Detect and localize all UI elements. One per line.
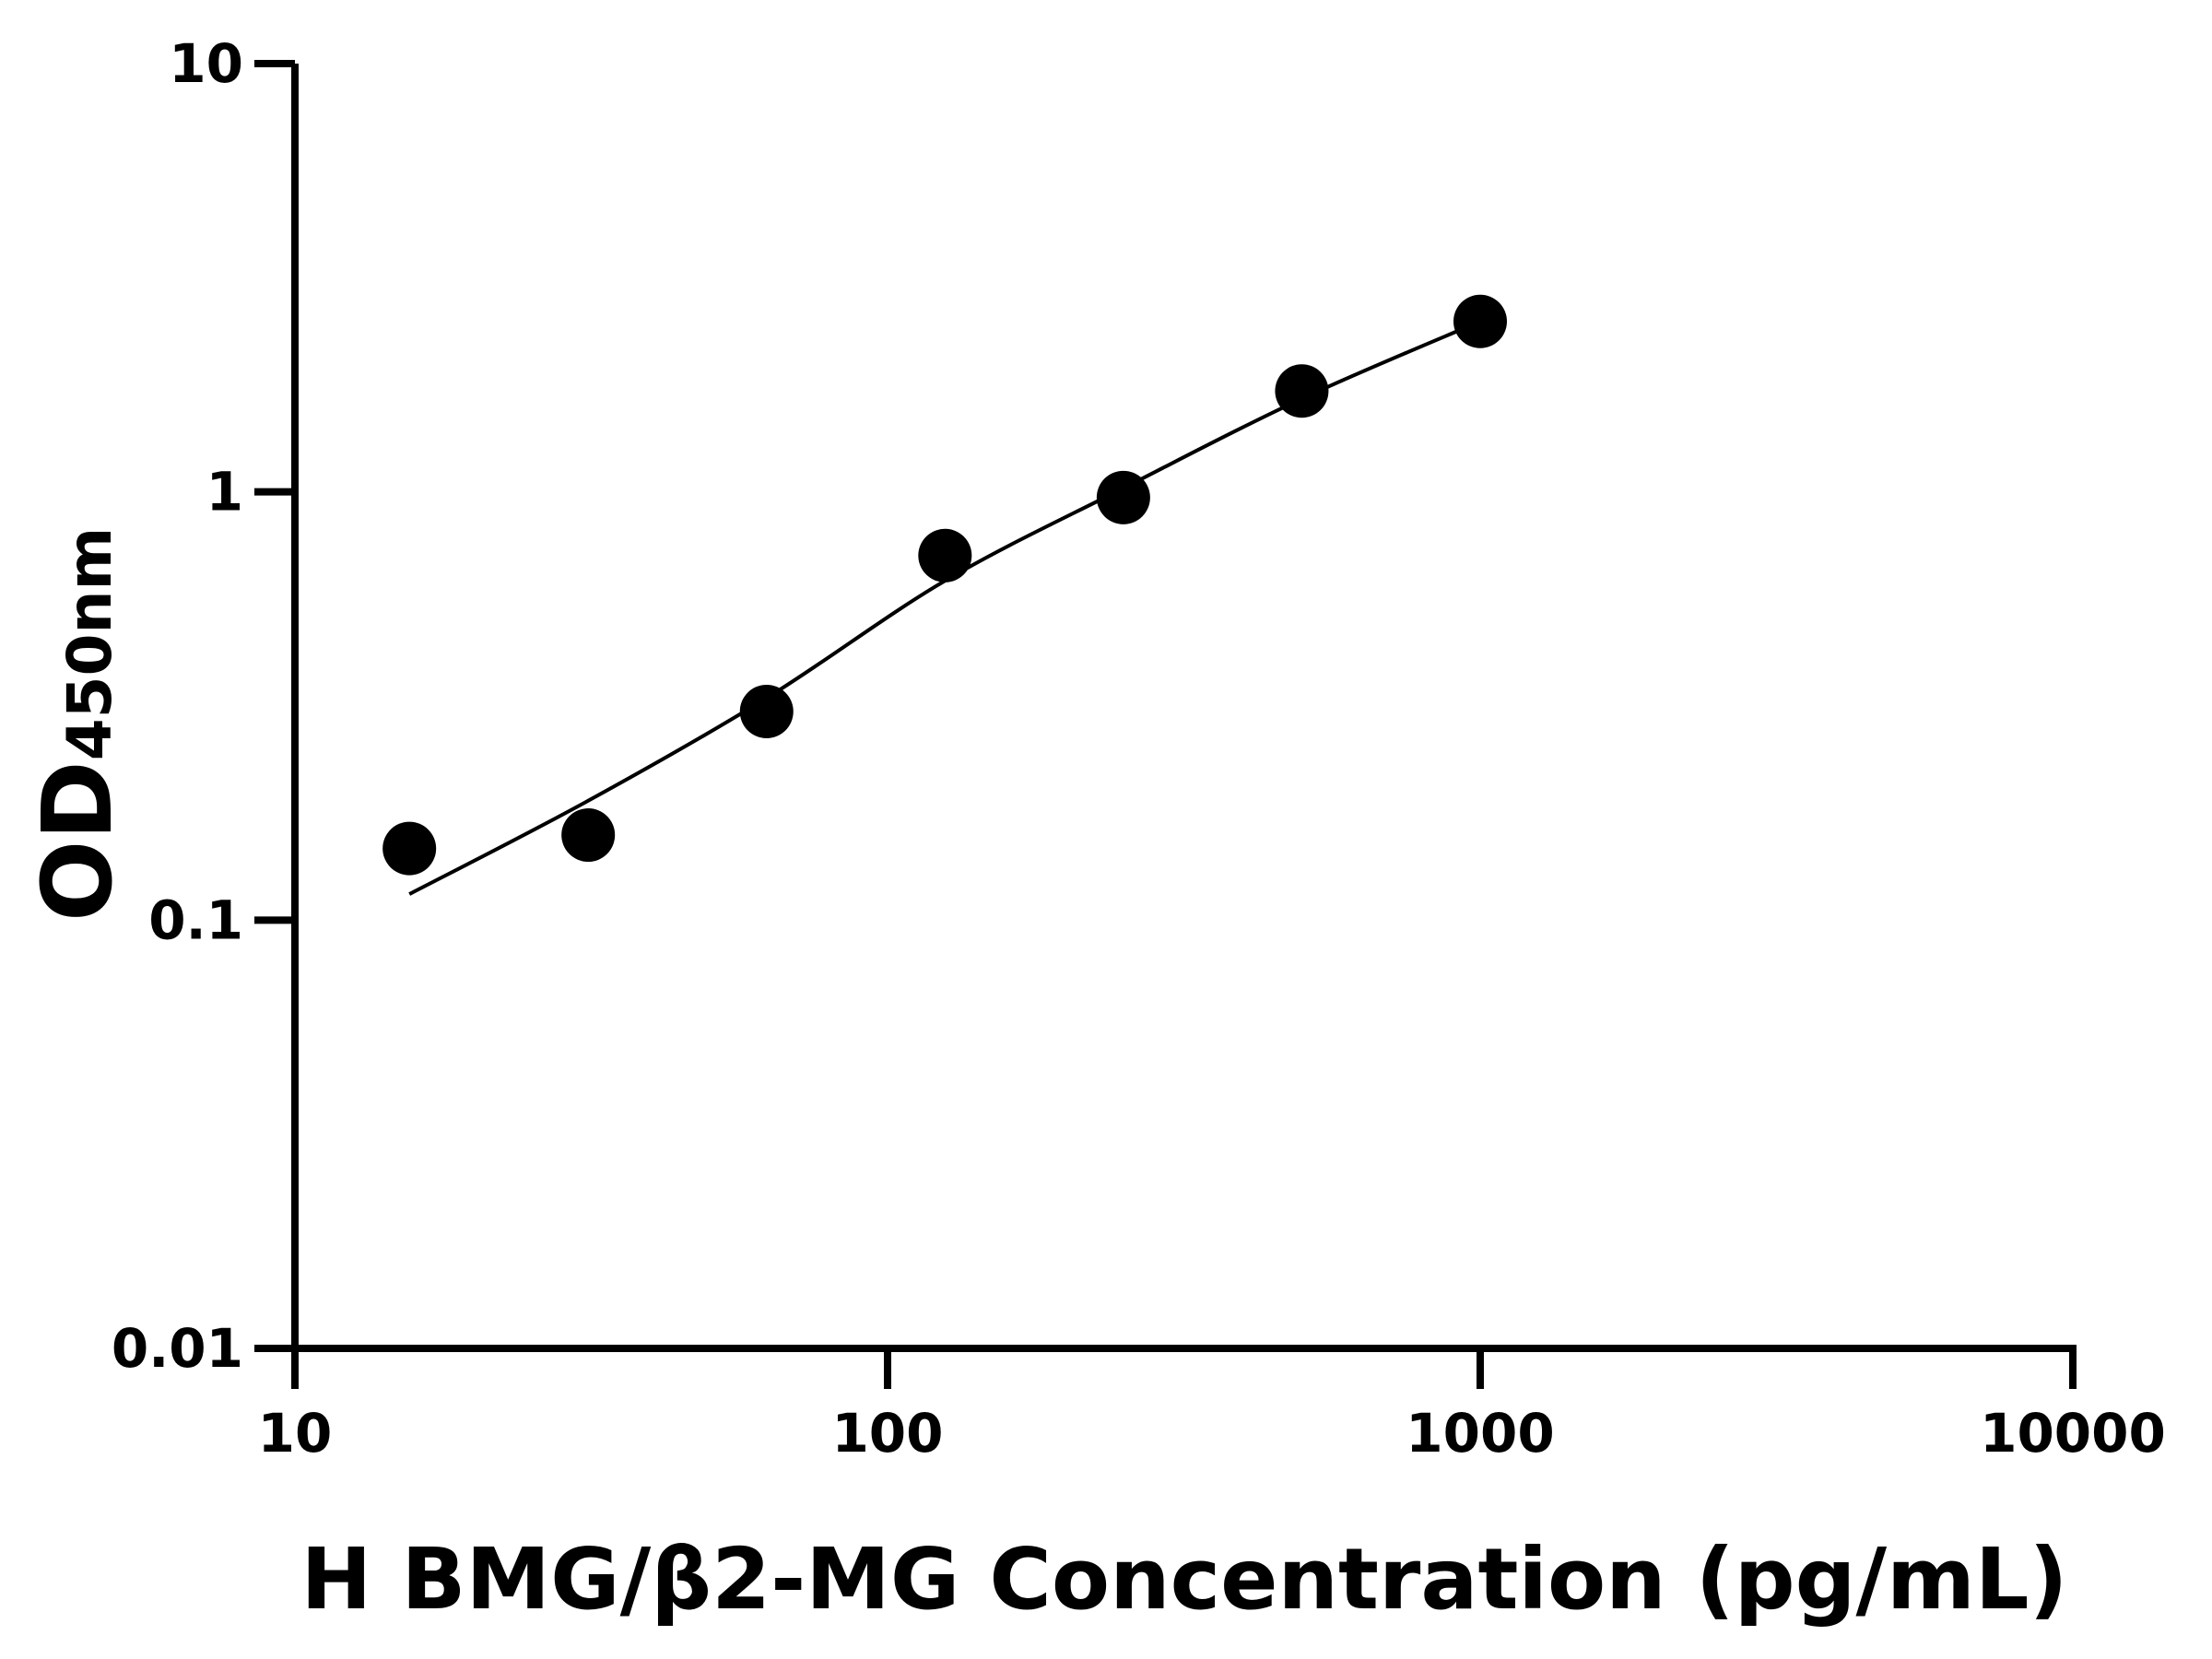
- y-tick-label: 0.1: [148, 888, 243, 951]
- x-tick-label: 10000: [1980, 1402, 2166, 1465]
- x-tick-label: 100: [831, 1402, 943, 1465]
- data-point: [918, 528, 972, 582]
- y-axis-label-main: OD: [21, 760, 134, 922]
- x-tick-label: 1000: [1406, 1402, 1554, 1465]
- y-tick-label: 0.01: [112, 1317, 243, 1380]
- y-tick-label: 10: [169, 32, 243, 95]
- data-point: [1453, 294, 1507, 348]
- data-points: [382, 294, 1507, 876]
- y-axis-label: OD450nm: [21, 527, 134, 922]
- x-tick-label: 10: [258, 1402, 333, 1465]
- data-point: [739, 684, 794, 738]
- data-point: [382, 821, 437, 876]
- data-point: [1096, 470, 1150, 524]
- data-point: [561, 808, 616, 863]
- y-tick-label: 1: [206, 461, 243, 524]
- x-axis-label: H BMG/β2-MG Concentration (pg/mL): [300, 1530, 2067, 1629]
- y-axis-label-sub: 450nm: [54, 527, 125, 761]
- data-point: [1275, 364, 1329, 418]
- ticks: 10 100 1000 10000 0.01 0.1 1 10: [112, 32, 2166, 1465]
- axes: [291, 64, 2077, 1352]
